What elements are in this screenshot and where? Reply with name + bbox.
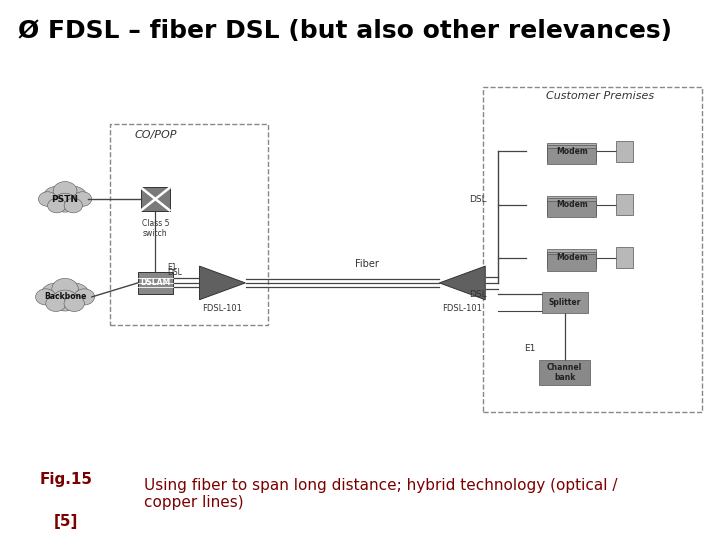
Circle shape <box>74 289 94 305</box>
Bar <box>539 360 590 385</box>
Bar <box>547 196 596 213</box>
Text: Splitter: Splitter <box>549 298 581 307</box>
Circle shape <box>64 198 83 213</box>
Text: PSTN: PSTN <box>52 194 78 204</box>
Text: Modem: Modem <box>556 147 588 156</box>
Text: FDSL-101: FDSL-101 <box>202 304 243 313</box>
Circle shape <box>53 193 77 212</box>
Text: Fig.15: Fig.15 <box>40 472 93 487</box>
Circle shape <box>40 283 71 307</box>
Text: DSLAM: DSLAM <box>140 279 171 287</box>
Circle shape <box>59 283 89 307</box>
Circle shape <box>64 295 84 312</box>
Text: Modem: Modem <box>556 253 588 262</box>
Text: Customer Premises: Customer Premises <box>546 91 654 100</box>
Bar <box>547 147 596 164</box>
Polygon shape <box>439 266 485 300</box>
Polygon shape <box>199 266 246 300</box>
Circle shape <box>35 289 56 305</box>
Bar <box>547 252 596 268</box>
Bar <box>541 292 588 313</box>
Bar <box>109 124 269 325</box>
Text: DSL: DSL <box>469 194 487 204</box>
Text: Ø FDSL – fiber DSL (but also other relevances): Ø FDSL – fiber DSL (but also other relev… <box>18 19 672 43</box>
Text: Modem: Modem <box>556 200 588 209</box>
Circle shape <box>52 279 78 299</box>
Text: Using fiber to span long distance; hybrid technology (optical /
copper lines): Using fiber to span long distance; hybri… <box>144 478 618 510</box>
Bar <box>616 247 634 268</box>
Text: DSL: DSL <box>469 289 487 299</box>
Bar <box>483 87 702 411</box>
Bar <box>547 199 596 215</box>
Text: CO/POP: CO/POP <box>134 130 176 140</box>
Text: Channel
bank: Channel bank <box>547 363 582 382</box>
Circle shape <box>52 290 78 311</box>
Bar <box>547 201 596 218</box>
Circle shape <box>43 186 71 208</box>
Circle shape <box>53 181 77 200</box>
Text: Class 5
switch: Class 5 switch <box>142 219 169 238</box>
Circle shape <box>46 295 66 312</box>
Bar <box>140 187 170 211</box>
Text: Backbone: Backbone <box>44 292 86 301</box>
Text: DSL: DSL <box>167 268 182 278</box>
Text: E1: E1 <box>167 263 177 272</box>
Bar <box>547 254 596 271</box>
Bar <box>616 194 634 215</box>
Text: E1: E1 <box>523 345 535 353</box>
Bar <box>547 145 596 162</box>
Circle shape <box>48 198 66 213</box>
Bar <box>138 272 173 294</box>
Text: FDSL-101: FDSL-101 <box>442 304 482 313</box>
Circle shape <box>38 192 57 206</box>
Circle shape <box>60 186 87 208</box>
Bar <box>547 143 596 160</box>
Circle shape <box>73 192 91 206</box>
Text: [5]: [5] <box>54 514 78 529</box>
Bar <box>616 141 634 162</box>
Bar <box>547 249 596 266</box>
Text: Fiber: Fiber <box>355 259 379 269</box>
